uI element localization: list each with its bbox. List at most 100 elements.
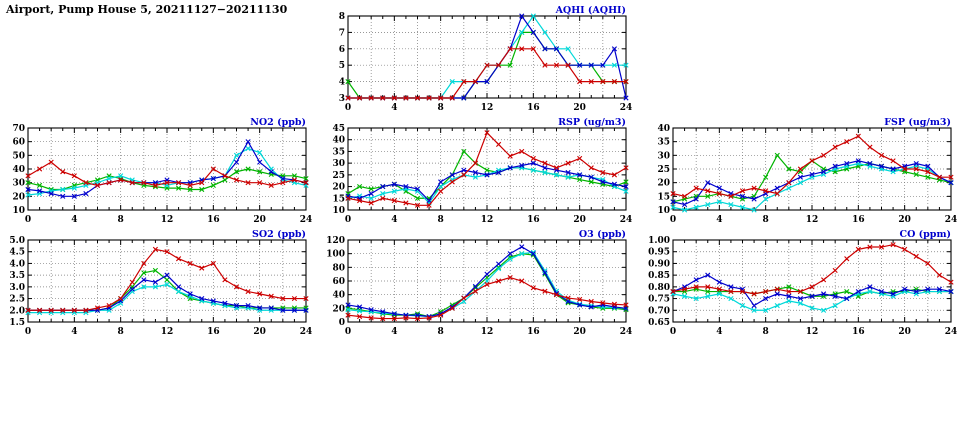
svg-text:16: 16 — [852, 215, 865, 225]
svg-text:16: 16 — [207, 327, 220, 337]
svg-text:4: 4 — [716, 327, 722, 337]
svg-text:20: 20 — [12, 192, 25, 202]
svg-text:60: 60 — [332, 277, 345, 287]
svg-text:80: 80 — [332, 263, 345, 273]
svg-text:4: 4 — [391, 327, 397, 337]
svg-text:8: 8 — [763, 327, 769, 337]
chart-aqhi: 0 4 8 12 16 20 24 3 4 5 6 7 8 AQHI (AQHI) — [320, 6, 640, 118]
svg-text:25: 25 — [332, 171, 345, 181]
svg-text:5: 5 — [339, 61, 345, 71]
chart-so2: 0 4 8 12 16 20 24 1.5 2.0 2.5 3.0 3.5 4.0 4.5 5.0 SO2 (… — [0, 230, 320, 342]
chart-rsp: 0 4 8 12 16 20 24 10 15 20 25 30 35 40 45 RSP (ug/m3) — [320, 118, 640, 230]
svg-text:35: 35 — [332, 147, 345, 157]
svg-text:20: 20 — [253, 327, 266, 337]
svg-text:12: 12 — [481, 215, 494, 225]
svg-text:40: 40 — [657, 124, 670, 134]
svg-text:30: 30 — [332, 159, 345, 169]
svg-text:8: 8 — [118, 327, 124, 337]
svg-text:20: 20 — [573, 327, 586, 337]
svg-text:0.95: 0.95 — [648, 248, 670, 258]
svg-text:10: 10 — [332, 206, 345, 216]
svg-text:10: 10 — [657, 206, 670, 216]
svg-text:0: 0 — [345, 103, 351, 113]
svg-text:0: 0 — [345, 327, 351, 337]
co-chart-canvas: 0 4 8 12 16 20 24 0.65 0.700.75 0.80 0.85 0.900.95 1… — [648, 230, 957, 337]
svg-text:4.0: 4.0 — [9, 259, 25, 269]
svg-text:2.0: 2.0 — [9, 306, 25, 316]
chart-no2: 0 4 8 12 16 20 24 10 20 30 40 50 60 70 NO2 (ppb) — [0, 118, 320, 230]
svg-text:24: 24 — [620, 103, 633, 113]
svg-text:70: 70 — [12, 124, 25, 134]
svg-text:0.90: 0.90 — [648, 259, 670, 269]
svg-text:12: 12 — [806, 215, 819, 225]
svg-text:12: 12 — [806, 327, 819, 337]
svg-text:4: 4 — [339, 78, 345, 88]
svg-text:RSP (ug/m3): RSP (ug/m3) — [558, 118, 626, 128]
svg-text:8: 8 — [438, 215, 444, 225]
svg-text:24: 24 — [300, 327, 313, 337]
svg-text:15: 15 — [657, 192, 670, 202]
svg-text:30: 30 — [12, 179, 25, 189]
svg-text:16: 16 — [852, 327, 865, 337]
o3-chart-canvas: 0 4 8 12 16 20 24 0 20 40 60 80 100 120 O3 (ppb) — [326, 230, 633, 337]
svg-text:40: 40 — [332, 291, 345, 301]
svg-text:0.75: 0.75 — [648, 295, 670, 305]
svg-text:8: 8 — [438, 327, 444, 337]
svg-text:120: 120 — [326, 236, 345, 246]
svg-text:20: 20 — [332, 304, 345, 314]
page-title: Airport, Pump House 5, 20211127−20211130 — [6, 3, 288, 16]
svg-text:12: 12 — [161, 215, 174, 225]
svg-text:20: 20 — [657, 179, 670, 189]
svg-text:2.5: 2.5 — [9, 295, 25, 305]
svg-text:30: 30 — [657, 151, 670, 161]
svg-text:4: 4 — [71, 327, 77, 337]
svg-text:0.85: 0.85 — [648, 271, 670, 281]
svg-text:16: 16 — [527, 103, 540, 113]
svg-text:24: 24 — [620, 327, 633, 337]
svg-text:0: 0 — [345, 215, 351, 225]
svg-text:1.00: 1.00 — [648, 236, 670, 246]
svg-text:20: 20 — [573, 103, 586, 113]
svg-text:12: 12 — [481, 327, 494, 337]
svg-text:0: 0 — [339, 318, 345, 328]
svg-text:16: 16 — [527, 327, 540, 337]
svg-text:45: 45 — [332, 124, 345, 134]
svg-text:0.65: 0.65 — [648, 318, 670, 328]
aqhi-chart-canvas: 0 4 8 12 16 20 24 3 4 5 6 7 8 AQHI (AQHI) — [339, 6, 633, 113]
svg-text:4: 4 — [391, 103, 397, 113]
fsp-chart-canvas: 0 4 8 12 16 20 24 10 15 20 25 30 35 40 FSP (ug/m3) — [657, 118, 957, 225]
svg-text:SO2 (ppb): SO2 (ppb) — [252, 230, 306, 240]
svg-text:10: 10 — [12, 206, 25, 216]
svg-text:8: 8 — [339, 12, 345, 22]
svg-text:5.0: 5.0 — [9, 236, 25, 246]
svg-text:24: 24 — [300, 215, 313, 225]
svg-text:3.5: 3.5 — [9, 271, 25, 281]
svg-text:20: 20 — [898, 215, 911, 225]
svg-text:8: 8 — [763, 215, 769, 225]
svg-text:15: 15 — [332, 194, 345, 204]
svg-text:0: 0 — [25, 215, 31, 225]
svg-text:FSP (ug/m3): FSP (ug/m3) — [884, 118, 951, 128]
svg-text:12: 12 — [481, 103, 494, 113]
svg-text:100: 100 — [326, 250, 345, 260]
svg-text:O3 (ppb): O3 (ppb) — [579, 230, 626, 240]
svg-text:16: 16 — [527, 215, 540, 225]
svg-text:0: 0 — [25, 327, 31, 337]
svg-text:8: 8 — [438, 103, 444, 113]
svg-text:0: 0 — [670, 327, 676, 337]
svg-text:AQHI (AQHI): AQHI (AQHI) — [555, 6, 626, 16]
svg-text:4: 4 — [716, 215, 722, 225]
svg-text:CO (ppm): CO (ppm) — [900, 230, 951, 240]
svg-text:6: 6 — [339, 45, 345, 55]
svg-text:24: 24 — [620, 215, 633, 225]
svg-text:20: 20 — [573, 215, 586, 225]
svg-text:0.80: 0.80 — [648, 283, 670, 293]
svg-text:40: 40 — [332, 136, 345, 146]
svg-text:35: 35 — [657, 138, 670, 148]
svg-text:0: 0 — [670, 215, 676, 225]
svg-text:0.70: 0.70 — [648, 306, 670, 316]
svg-text:NO2 (ppb): NO2 (ppb) — [250, 118, 306, 128]
svg-text:16: 16 — [207, 215, 220, 225]
svg-text:8: 8 — [118, 215, 124, 225]
